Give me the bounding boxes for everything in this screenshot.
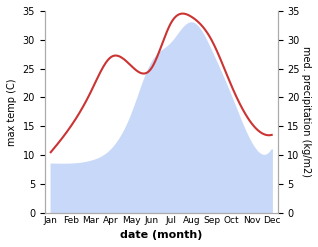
Y-axis label: max temp (C): max temp (C) [7,78,17,145]
Y-axis label: med. precipitation (kg/m2): med. precipitation (kg/m2) [301,46,311,177]
X-axis label: date (month): date (month) [120,230,203,240]
